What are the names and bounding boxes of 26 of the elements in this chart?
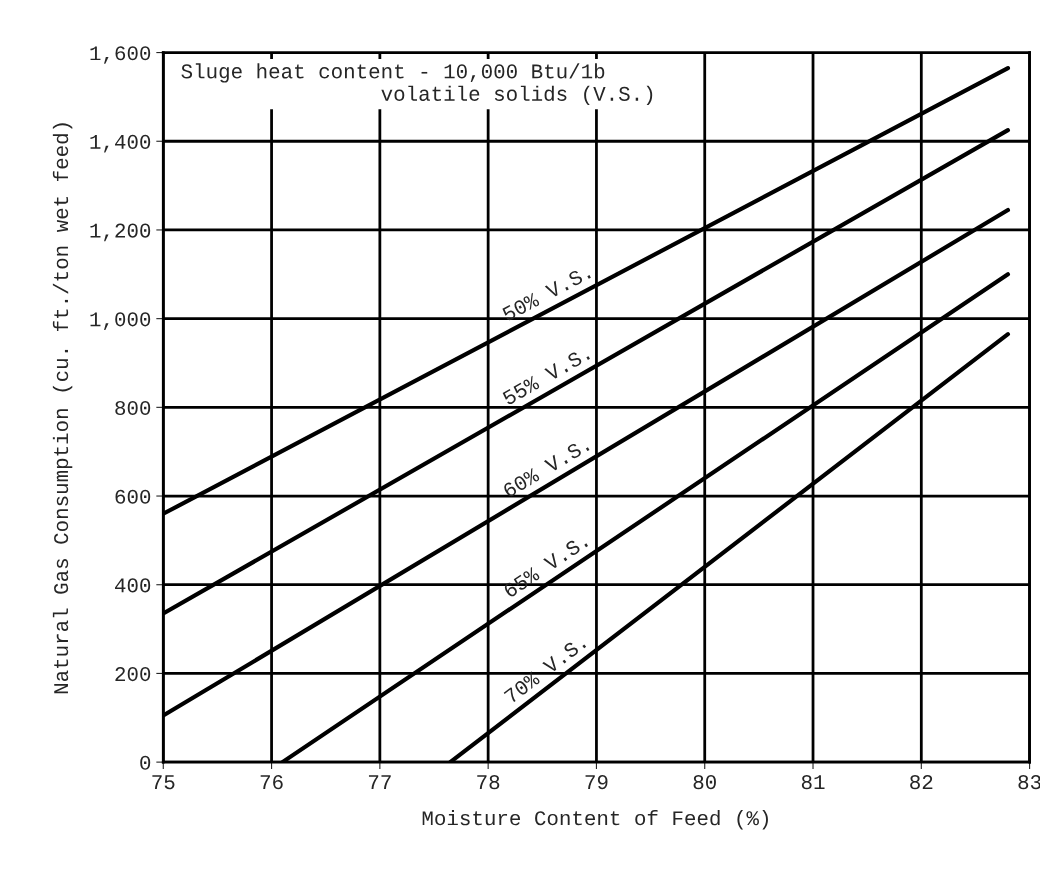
y-tick-label: 1,600: [90, 46, 151, 64]
text: 70% V.S.: [503, 635, 587, 704]
x-tick-label: 81: [801, 775, 825, 790]
y-tick-label: 600: [115, 489, 151, 504]
text: 50% V.S.: [501, 265, 591, 322]
text: 55% V.S.: [501, 346, 591, 406]
x-tick-label: 82: [910, 775, 933, 790]
x-tick-label: 76: [260, 775, 283, 790]
x-tick-label: 77: [368, 775, 391, 790]
y-tick-label: 1,000: [90, 312, 151, 330]
annotation: Sluge heat content - 10,000 Btu/1b volatile solids (V.S.): [181, 63, 653, 106]
x-tick-label: 80: [693, 775, 716, 790]
x-tick-label: 79: [585, 775, 608, 790]
x-tick-label: 75: [152, 775, 175, 790]
x-tick-label: 83: [1018, 775, 1040, 790]
y-tick-label: 0: [140, 755, 151, 770]
text: 65% V.S.: [502, 534, 589, 599]
y-tick-label: 800: [115, 400, 151, 416]
y-axis-title: Natural Gas Consumption (cu. ft./ton wet feed): [52, 123, 73, 694]
y-tick-label: 1,400: [90, 134, 151, 153]
text: 60% V.S.: [502, 437, 590, 499]
y-tick-label: 200: [115, 667, 151, 682]
x-axis-title: Moisture Content of Feed (%): [422, 810, 768, 830]
x-tick-label: 78: [477, 775, 500, 790]
y-tick-label: 400: [115, 578, 151, 593]
y-tick-label: 1,200: [90, 223, 151, 242]
